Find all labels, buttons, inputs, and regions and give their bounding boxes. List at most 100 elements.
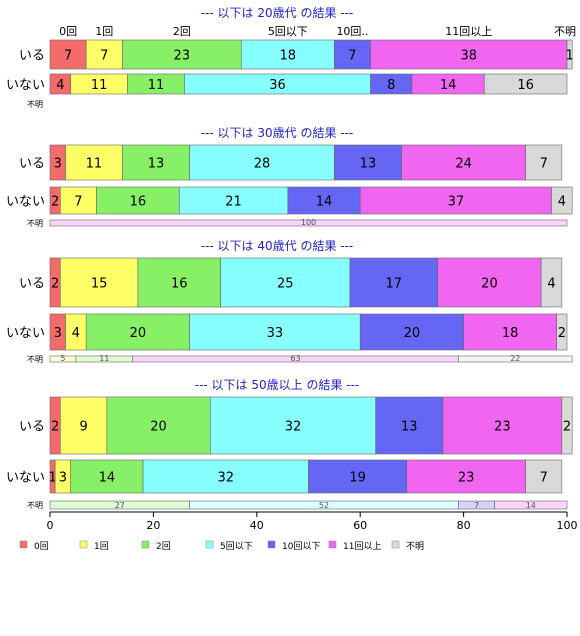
row-label: いる: [19, 157, 45, 172]
data-label: 38: [460, 49, 477, 64]
bar-segment: [359, 186, 552, 215]
data-label: 14: [316, 195, 333, 210]
legend-swatch: [205, 540, 214, 549]
data-label: 4: [558, 195, 566, 210]
bar-segment: [463, 313, 557, 351]
data-label: 1: [565, 49, 573, 64]
bar-segment: [137, 257, 221, 308]
data-label: 13: [401, 420, 418, 435]
data-label: 4: [56, 78, 64, 93]
data-label: 36: [269, 78, 286, 93]
data-label: 11: [148, 78, 165, 93]
row-label: いる: [19, 49, 45, 64]
data-label: 13: [148, 157, 165, 172]
bar-segment: [525, 459, 563, 494]
data-label: 14: [526, 501, 536, 510]
data-label: 32: [285, 420, 302, 435]
data-label: 63: [290, 354, 300, 363]
legend-swatch: [19, 540, 28, 549]
bar-segment: [551, 186, 573, 215]
bar-segment: [458, 355, 573, 363]
bar-segment: [60, 257, 139, 308]
bar-segment: [142, 459, 309, 494]
data-label: 2: [51, 195, 59, 210]
bar-segment: [49, 219, 568, 227]
category-header-label: 10回..: [336, 25, 368, 38]
category-header-label: 0回: [59, 25, 77, 38]
x-tick-label: 100: [557, 519, 578, 532]
bar-segment: [349, 257, 439, 308]
data-label: 13: [360, 157, 377, 172]
category-header-label: 2回: [173, 25, 191, 38]
data-label: 2: [563, 420, 571, 435]
data-label: 7: [348, 49, 356, 64]
bar-segment: [287, 186, 361, 215]
data-label: 15: [91, 277, 108, 292]
data-label: 3: [54, 157, 62, 172]
data-label: 7: [74, 195, 82, 210]
bar-segment: [85, 313, 190, 351]
bar-segment: [556, 313, 568, 351]
data-label: 20: [130, 326, 147, 341]
x-tick-label: 60: [353, 519, 367, 532]
legend-swatch: [391, 540, 400, 549]
group-title: --- 以下は 50歳以上 の結果 ---: [195, 378, 360, 392]
data-label: 8: [387, 78, 395, 93]
category-header-label: 5回以下: [268, 25, 308, 38]
data-label: 14: [99, 471, 116, 486]
bar-segment: [70, 459, 144, 494]
data-label: 2: [51, 277, 59, 292]
bar-segment: [65, 144, 123, 181]
data-label: 7: [540, 471, 548, 486]
data-label: 11: [86, 157, 103, 172]
legend-label: 11回以上: [343, 541, 381, 552]
data-label: 16: [171, 277, 188, 292]
data-label: 2: [51, 420, 59, 435]
row-label-unknown: 不明: [27, 219, 43, 228]
data-label: 52: [319, 501, 329, 510]
data-label: 17: [386, 277, 403, 292]
data-label: 37: [448, 195, 465, 210]
data-label: 33: [267, 326, 284, 341]
bar-segment: [60, 396, 108, 455]
legend-label: 0回: [34, 541, 49, 552]
data-label: 20: [150, 420, 167, 435]
data-label: 24: [455, 157, 472, 172]
bar-segment: [442, 396, 563, 455]
data-label: 9: [79, 420, 87, 435]
row-label: いない: [6, 195, 45, 210]
legend-swatch: [141, 540, 150, 549]
group-title: --- 以下は 20歳代 の結果 ---: [201, 6, 354, 20]
legend-label: 1回: [94, 541, 109, 552]
data-label: 16: [130, 195, 147, 210]
category-header-label: 不明: [554, 25, 576, 38]
bar-segment: [308, 459, 408, 494]
row-label: いる: [19, 420, 45, 435]
bar-segment: [106, 396, 211, 455]
bar-segment: [540, 257, 563, 308]
bar-segment: [525, 144, 563, 181]
data-label: 3: [59, 471, 67, 486]
data-label: 3: [54, 326, 62, 341]
data-label: 4: [72, 326, 80, 341]
data-label: 25: [277, 277, 294, 292]
x-tick-label: 20: [146, 519, 160, 532]
data-label: 20: [481, 277, 498, 292]
data-label: 27: [115, 501, 125, 510]
bar-segment: [401, 144, 526, 181]
bar-segment: [60, 186, 97, 215]
data-label: 14: [440, 78, 457, 93]
legend-label: 10回以下: [282, 541, 320, 552]
row-label-unknown: 不明: [27, 501, 43, 510]
group-title: --- 以下は 40歳代 の結果 ---: [201, 239, 354, 253]
bar-segment: [122, 144, 190, 181]
row-label: いない: [6, 471, 45, 486]
bar-segment: [370, 39, 568, 70]
bar-segment: [494, 500, 568, 510]
category-header-label: 1回: [95, 25, 113, 38]
bar-segment: [85, 39, 123, 70]
bar-segment: [334, 39, 371, 70]
data-label: 2: [558, 326, 566, 341]
data-label: 18: [280, 49, 297, 64]
